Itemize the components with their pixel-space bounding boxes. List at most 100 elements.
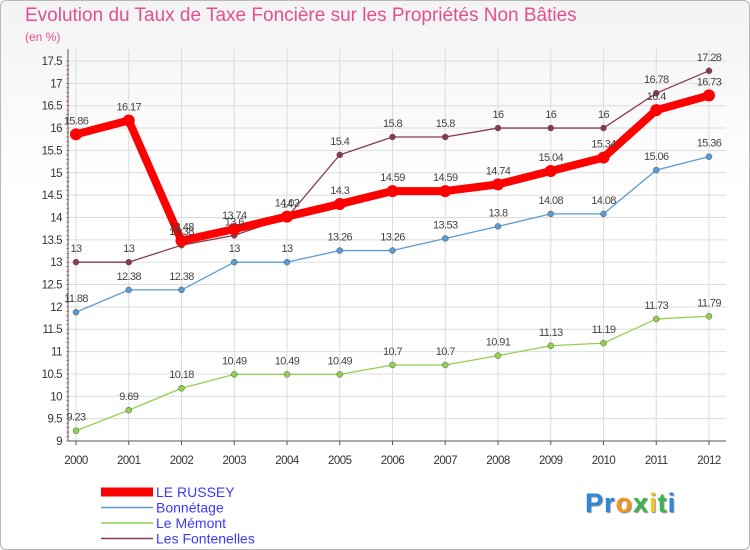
- logo-letter: t: [657, 488, 668, 518]
- x-tick-label: 2003: [222, 455, 246, 467]
- y-tick-label: 15.5: [42, 145, 62, 157]
- data-label: 14.3: [330, 185, 349, 197]
- data-point: [281, 210, 293, 223]
- y-tick-label: 14.5: [42, 190, 62, 202]
- y-tick-label: 13.5: [42, 235, 62, 247]
- logo-letter: i: [667, 488, 677, 518]
- data-point: [442, 361, 449, 369]
- data-point: [125, 406, 132, 414]
- data-point: [389, 247, 396, 254]
- data-point: [125, 286, 132, 294]
- data-point: [547, 342, 554, 350]
- data-point: [70, 128, 82, 141]
- data-point: [386, 185, 399, 198]
- data-label: 17.28: [697, 52, 722, 64]
- data-point: [705, 153, 713, 160]
- data-point: [600, 210, 607, 218]
- y-tick-label: 12.5: [42, 280, 62, 292]
- data-label: 16: [545, 109, 557, 121]
- data-label: 13: [123, 243, 135, 255]
- data-label: 10.7: [436, 346, 455, 358]
- grid: [68, 49, 726, 442]
- data-label: 15.36: [697, 138, 722, 150]
- data-label: 10.91: [486, 337, 511, 349]
- data-label: 15.04: [538, 152, 563, 164]
- legend-label: Les Fontenelles: [156, 531, 255, 547]
- y-tick-label: 15: [50, 168, 62, 180]
- x-tick-label: 2012: [697, 455, 721, 467]
- data-label: 12.38: [116, 271, 141, 283]
- data-label: 10.49: [275, 355, 300, 367]
- data-label: 16: [598, 109, 610, 121]
- y-tick-label: 9: [56, 436, 62, 448]
- data-point: [178, 286, 185, 294]
- data-label: 9.23: [66, 412, 85, 424]
- logo-letter: r: [604, 488, 616, 518]
- x-tick-label: 2008: [486, 455, 510, 467]
- data-label: 16: [492, 109, 504, 121]
- data-point: [336, 247, 343, 254]
- logo-letter: o: [615, 488, 634, 518]
- data-label: 15.06: [644, 151, 669, 163]
- y-tick-label: 11: [51, 347, 62, 359]
- data-labels: 15.86 16.17 13.48 13.74 14.02 14.3 14.59 14.59 1…: [64, 52, 723, 424]
- y-tick-label: 16.5: [42, 101, 62, 113]
- series-bonn-tage: [72, 153, 713, 316]
- data-label: 11.88: [64, 293, 88, 305]
- data-label: 9.69: [119, 391, 138, 403]
- x-tick-label: 2006: [381, 455, 405, 467]
- data-point: [653, 166, 660, 174]
- data-point: [333, 198, 346, 211]
- data-point: [439, 185, 452, 198]
- x-tick-label: 2002: [170, 455, 194, 467]
- data-point: [389, 133, 396, 141]
- proxiti-logo: Proxiti: [585, 488, 676, 519]
- data-label: 15.8: [436, 118, 455, 130]
- data-point: [336, 151, 343, 159]
- data-point: [494, 352, 502, 359]
- data-point: [703, 89, 715, 102]
- data-point: [600, 124, 607, 132]
- data-label: 11.13: [539, 327, 563, 339]
- data-label: 11.19: [592, 324, 616, 336]
- data-point: [600, 339, 607, 347]
- data-label: 13.38: [169, 226, 194, 238]
- y-tick-label: 16: [50, 123, 62, 135]
- data-label: 14.08: [591, 195, 616, 207]
- x-tick-label: 2010: [592, 455, 616, 467]
- data-label: 13.6: [225, 216, 244, 228]
- y-tick-label: 9.5: [48, 414, 63, 426]
- data-label: 16.4: [647, 91, 666, 103]
- data-label: 14.08: [538, 195, 563, 207]
- chart-title: Evolution du Taux de Taxe Foncière sur l…: [25, 5, 577, 26]
- data-label: 15.86: [64, 115, 89, 127]
- y-tick-label: 14: [50, 212, 63, 224]
- x-tick-label: 2007: [433, 455, 457, 467]
- data-label: 13.74: [222, 210, 247, 222]
- data-point: [336, 371, 343, 378]
- data-label: 13: [229, 243, 241, 255]
- data-point: [231, 371, 238, 378]
- x-tick-label: 2004: [275, 455, 300, 467]
- unit-label: (en %): [25, 30, 61, 44]
- data-label: 10.7: [383, 346, 402, 358]
- data-label: 11.79: [697, 297, 721, 309]
- data-label: 13: [281, 243, 293, 255]
- logo-letter: x: [633, 488, 650, 518]
- data-label: 13.8: [488, 207, 507, 219]
- data-point: [231, 258, 238, 266]
- data-label: 16.73: [697, 76, 722, 88]
- logo-letter: i: [649, 488, 658, 518]
- data-label: 13.48: [169, 222, 194, 234]
- x-tick-label: 2001: [117, 455, 141, 467]
- data-point: [494, 124, 502, 132]
- data-point: [544, 164, 557, 177]
- legend-label: Le Mémont: [156, 515, 226, 531]
- y-tick-label: 11.5: [42, 324, 62, 336]
- y-tick-label: 17: [50, 78, 62, 90]
- data-point: [389, 361, 396, 369]
- data-point: [228, 223, 241, 236]
- data-point: [125, 258, 132, 266]
- data-label: 13.26: [327, 232, 352, 244]
